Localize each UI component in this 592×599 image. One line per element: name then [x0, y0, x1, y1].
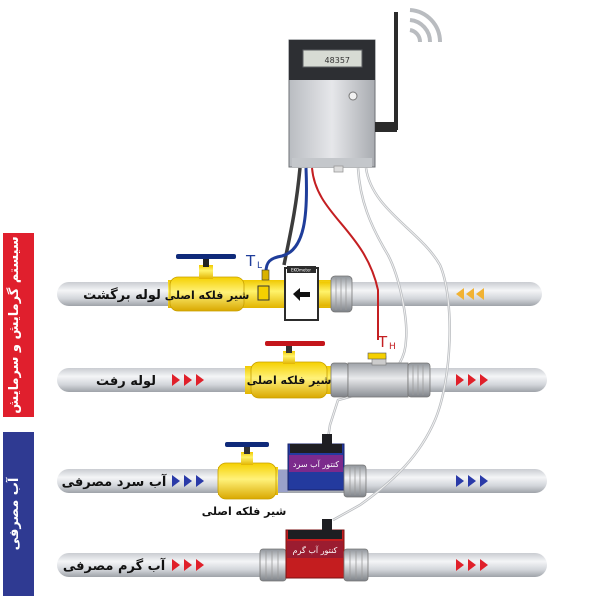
consumer-section-label: آب مصرفی — [5, 477, 22, 550]
return-flow-arrows-icon — [456, 288, 484, 300]
hot-meter-label: کنتور آب گرم — [293, 545, 338, 555]
return-valve-assembly: شیر فلکه اصلی EKOmeter — [165, 254, 353, 321]
tl-label: T — [245, 252, 256, 270]
supply-flow-arrows-right-icon — [456, 374, 488, 386]
return-temperature-sensor: T L — [245, 252, 262, 271]
return-valve-label: شیر فلکه اصلی — [165, 289, 250, 302]
supply-temperature-sensor: T H — [377, 333, 396, 352]
return-pipe-label: لوله برگشت — [83, 287, 161, 303]
hot-water-meter: کنتور آب گرم — [259, 519, 369, 582]
hot-flow-arrows-right-icon — [456, 559, 488, 571]
cold-water-pipe-label: آب سرد مصرفی — [62, 473, 167, 490]
return-sensor-subscript: L — [257, 261, 262, 271]
supply-sensor-subscript: H — [389, 342, 396, 352]
cold-flow-arrows-left-icon — [172, 475, 204, 487]
supply-valve-assembly: شیر فلکه اصلی — [245, 341, 431, 399]
supply-valve-handle-icon — [265, 341, 325, 353]
consumer-section-band: آب مصرفی — [3, 432, 34, 596]
flow-direction-arrow-icon — [293, 288, 310, 301]
th-label: T — [377, 333, 388, 351]
cold-water-meter: کنتور آب سرد — [278, 434, 367, 498]
heating-section-label: سیستم گرمایش و سرمایش — [6, 236, 22, 413]
cold-water-valve-assembly — [217, 442, 278, 500]
supply-flow-arrows-left-icon — [172, 374, 204, 386]
hot-water-pipe-label: آب گرم مصرفی — [63, 557, 166, 574]
wireless-signal-icon — [409, 8, 443, 43]
flow-meter-sensor: EKOmeter — [284, 266, 319, 321]
supply-pipe-label: لوله رفت — [96, 374, 156, 389]
valve-handle-icon — [176, 254, 236, 267]
cold-flow-arrows-right-icon — [456, 475, 488, 487]
cold-valve-handle-icon — [225, 442, 269, 454]
supply-valve-label: شیر فلکه اصلی — [247, 374, 332, 387]
heating-section-band: سیستم گرمایش و سرمایش — [3, 233, 34, 417]
meter-display-value: 48357 — [325, 56, 350, 65]
flow-meter-brand: EKOmeter — [291, 268, 311, 273]
cold-meter-label: کنتور آب سرد — [293, 459, 339, 469]
cold-valve-caption: شیر فلکه اصلی — [202, 505, 287, 518]
heat-meter-unit: 48357 — [288, 8, 443, 173]
antenna-icon — [375, 12, 398, 132]
hot-flow-arrows-left-icon — [172, 559, 204, 571]
